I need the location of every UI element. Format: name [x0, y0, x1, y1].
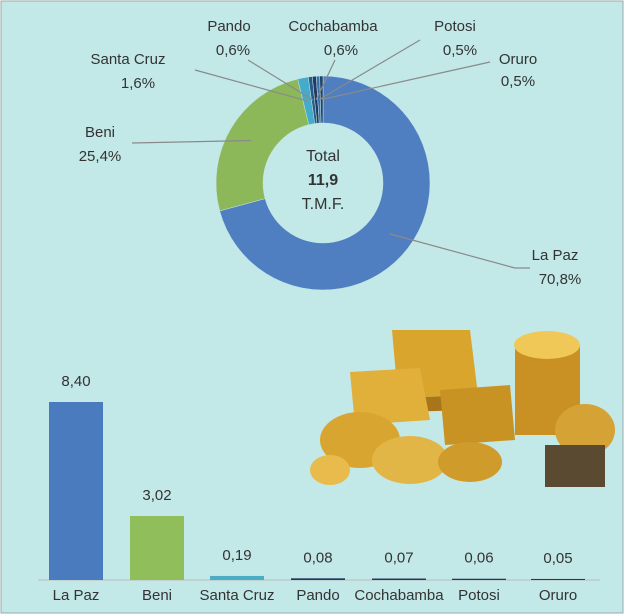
gold-picture: [310, 322, 615, 490]
x-tick-label: La Paz: [53, 587, 100, 604]
bar: [452, 578, 506, 580]
bar: [130, 516, 184, 580]
slice-percent: 0,5%: [501, 73, 535, 90]
slice-label: Beni: [85, 124, 115, 141]
slice-label: Pando: [207, 18, 250, 35]
bar-value-label: 0,05: [543, 550, 572, 567]
leader-line: [321, 61, 491, 101]
leader-line: [194, 69, 308, 102]
x-tick-label: Santa Cruz: [199, 587, 274, 604]
bar-value-label: 8,40: [61, 373, 90, 390]
slice-percent: 25,4%: [79, 148, 122, 165]
bar-value-label: 0,19: [222, 547, 251, 564]
bar: [49, 402, 103, 580]
bar: [291, 578, 345, 580]
slice-percent: 0,5%: [443, 42, 477, 59]
leader-line: [247, 59, 314, 101]
slice-percent: 1,6%: [121, 75, 155, 92]
slice-label: Cochabamba: [288, 18, 378, 35]
x-tick-label: Pando: [296, 587, 339, 604]
bar: [531, 578, 585, 580]
leader-line: [389, 233, 530, 269]
x-tick-label: Cochabamba: [354, 587, 444, 604]
bar-value-label: 0,07: [384, 549, 413, 566]
bar: [210, 575, 264, 580]
center-total: 11,9: [308, 172, 338, 189]
bar-value-label: 0,06: [464, 550, 493, 567]
x-tick-label: Oruro: [539, 587, 577, 604]
slice-percent: 0,6%: [216, 42, 250, 59]
slice-label: Santa Cruz: [90, 51, 165, 68]
bar: [372, 578, 426, 580]
x-tick-label: Potosi: [458, 587, 500, 604]
slice-percent: 70,8%: [539, 271, 582, 288]
center-unit: T.M.F.: [302, 196, 345, 213]
donut-slice: [219, 75, 431, 291]
leader-line: [131, 139, 252, 144]
slice-percent: 0,6%: [324, 42, 358, 59]
x-tick-label: Beni: [142, 587, 172, 604]
slice-label: Oruro: [499, 51, 537, 68]
donut-slice: [215, 78, 310, 212]
center-title: Total: [306, 148, 340, 165]
bar-value-label: 3,02: [142, 487, 171, 504]
slice-label: Potosi: [434, 18, 476, 35]
bar-value-label: 0,08: [303, 549, 332, 566]
leader-line: [315, 59, 336, 101]
slice-label: La Paz: [532, 247, 579, 264]
leader-line: [318, 39, 421, 101]
